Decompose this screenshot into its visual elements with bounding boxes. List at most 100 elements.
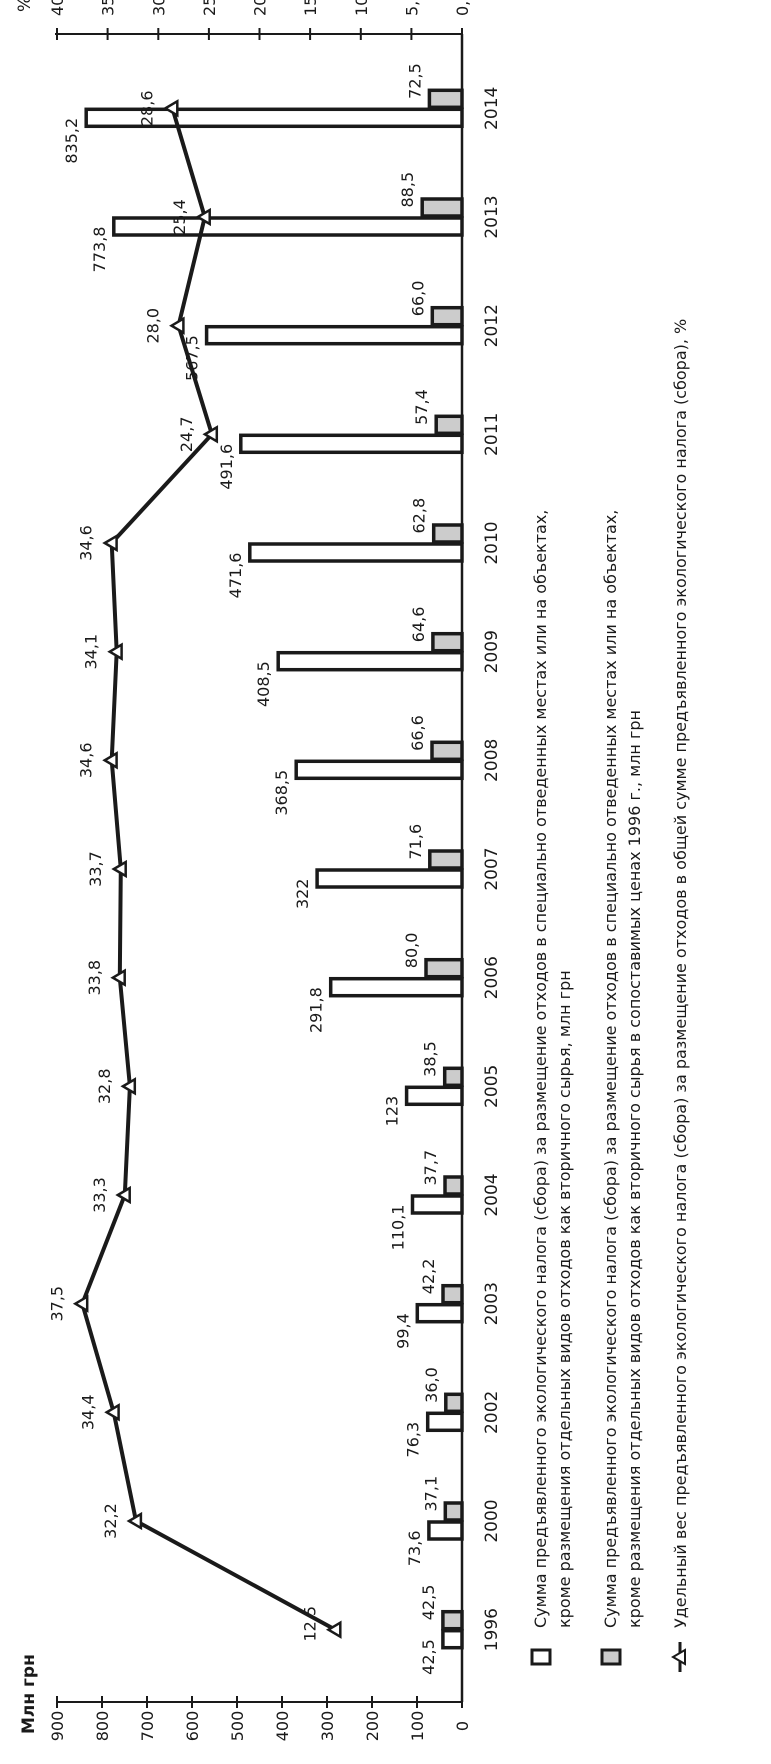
bar-comparable-label-2004: 37,7 [421,1150,440,1186]
bar-current-2005 [404,1085,464,1107]
right-axis-tick-label-0: 0,0 [453,0,472,16]
percentage-label-2004: 33,3 [90,1177,109,1213]
bar-comparable-label-2006: 80,0 [402,933,421,969]
bar-comparable-2011 [434,414,464,436]
left-axis-tick-label-800: 800 [93,1711,112,1742]
bar-current-label-2007: 322 [293,879,312,910]
bar-comparable-label-2002: 36,0 [422,1367,441,1403]
x-tick-label-2002: 2002 [482,1391,502,1434]
percentage-marker-2008 [102,751,118,770]
bar-current-1996 [441,1628,464,1650]
bar-current-label-2012: 567,5 [183,335,202,381]
left-axis-tick-label-100: 100 [408,1711,427,1742]
bar-comparable-2008 [430,740,464,762]
percentage-label-2010: 34,6 [77,525,96,561]
left-axis-tick-label-900: 900 [48,1711,67,1742]
x-tick-label-2008: 2008 [482,739,502,782]
left-axis-title: Млн грн [19,1654,39,1734]
x-tick-label-2000: 2000 [482,1499,502,1542]
bar-current-2012 [204,324,464,346]
bar-comparable-2000 [443,1501,464,1522]
legend-text-2-line-2: кроме размещения отдельных видов отходов… [625,710,644,1628]
percentage-marker-2014 [162,99,179,118]
bar-comparable-label-2009: 64,6 [409,607,428,643]
left-axis-tick-label-600: 600 [183,1711,202,1742]
percentage-label-2008: 34,6 [77,742,96,778]
labels-layer: 42,5 42,5 1996 73,6 37,1 2000 76,3 36,0 2002 99,4… [47,63,502,1675]
legend-text-1-line-2: кроме размещения отдельных видов отходов… [555,970,574,1628]
percentage-marker-2009 [107,642,123,661]
bar-comparable-label-2011: 57,4 [412,389,431,425]
bar-comparable-2012 [430,305,464,327]
right-axis-tick-label-10: 10,0 [352,0,371,16]
x-tick-label-2003: 2003 [482,1282,502,1325]
bar-current-label-2003: 99,4 [393,1313,412,1349]
percentage-label-2000: 32,2 [101,1503,120,1539]
x-tick-label-1996: 1996 [482,1608,502,1651]
x-tick-label-2012: 2012 [482,304,502,347]
percentage-label-2014: 28,6 [137,90,156,126]
percentage-label-2005: 32,8 [95,1068,114,1104]
legend-swatch-marker [671,1648,686,1666]
x-tick-label-2011: 2011 [482,413,502,456]
percentage-marker-2013 [195,207,211,227]
bar-comparable-2007 [428,849,464,870]
bar-current-2009 [276,650,464,672]
percentage-marker-2004 [115,1185,131,1205]
bar-current-label-2010: 471,6 [226,553,245,599]
left-axis-tick-label-300: 300 [318,1711,337,1742]
percentage-marker-2002 [104,1403,120,1422]
bar-comparable-2013 [420,197,464,218]
right-axis-tick-label-15: 15,0 [301,0,320,16]
bar-current-2007 [315,868,464,889]
bar-comparable-2009 [431,631,464,653]
bar-comparable-label-2012: 66,0 [408,281,427,317]
bar-comparable-label-2010: 62,8 [410,498,429,534]
x-tick-label-2007: 2007 [482,847,502,890]
percentage-marker-2005 [120,1077,137,1096]
percentage-label-2002: 34,4 [79,1394,98,1430]
x-tick-label-2004: 2004 [482,1173,502,1216]
x-tick-label-2013: 2013 [482,195,502,238]
bar-comparable-label-2007: 71,6 [406,824,425,860]
bar-current-2003 [415,1302,464,1324]
bar-comparable-label-1996: 42,5 [419,1585,438,1621]
bar-current-label-2000: 73,6 [405,1531,424,1567]
bar-comparable-2010 [431,523,464,544]
right-axis-title: % [15,0,35,12]
percentage-label-1996: 12,5 [300,1606,319,1642]
percentage-marker-2003 [72,1294,89,1313]
left-axis-tick-label-700: 700 [138,1711,157,1742]
right-axis-tick-label-40: 40,0 [48,0,67,16]
bar-comparable-label-2003: 42,2 [419,1259,438,1295]
percentage-marker-1996 [325,1620,342,1639]
percentage-label-2003: 37,5 [47,1286,66,1322]
percentage-label-2011: 24,7 [177,416,196,452]
bar-comparable-1996 [441,1609,464,1631]
bar-comparable-2004 [443,1175,464,1196]
bar-current-label-1996: 42,5 [419,1639,438,1675]
bar-current-label-2004: 110,1 [389,1205,408,1251]
right-axis-tick-label-5: 5,0 [402,0,421,16]
bar-comparable-2014 [427,88,464,110]
legend-text-1-line-1: Сумма предъявленного экологического нало… [531,510,550,1628]
bar-comparable-label-2000: 37,1 [421,1476,440,1512]
bar-current-2010 [248,542,464,563]
legend-swatch-2 [600,1648,622,1666]
bar-current-2013 [112,216,464,237]
percentage-label-2013: 25,4 [170,199,189,235]
bar-comparable-2003 [441,1283,464,1305]
legend-layer: Сумма предъявленного экологического нало… [530,319,690,1672]
bar-comparable-2002 [444,1392,464,1414]
legend-swatch-1 [530,1648,552,1666]
rotated-chart-frame: 0 100 200 300 400 500 600 700 800 900 Млн грн 0,0 5,… [15,0,690,1741]
percentage-marker-2007 [111,859,127,879]
bar-current-2000 [427,1520,464,1541]
right-axis-tick-label-20: 20,0 [251,0,270,16]
legend-text-3-line-1: Удельный вес предъявленного экологическо… [671,319,690,1628]
right-axis-tick-label-25: 25,0 [200,0,219,16]
bar-current-label-2006: 291,8 [307,987,326,1033]
percentage-label-2006: 33,8 [85,960,104,996]
right-axis-tick-label-35: 35,0 [99,0,118,16]
